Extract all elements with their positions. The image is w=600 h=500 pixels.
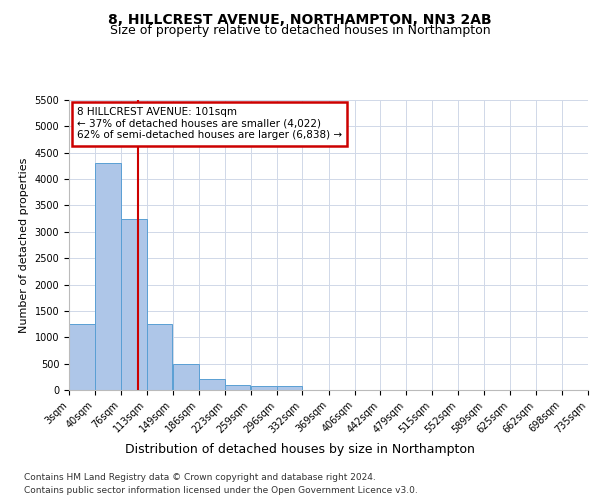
Text: Contains public sector information licensed under the Open Government Licence v3: Contains public sector information licen… xyxy=(24,486,418,495)
Bar xyxy=(121,218,147,390)
Bar xyxy=(225,384,250,390)
Bar xyxy=(251,386,277,390)
Bar xyxy=(173,364,199,390)
Text: 8 HILLCREST AVENUE: 101sqm
← 37% of detached houses are smaller (4,022)
62% of s: 8 HILLCREST AVENUE: 101sqm ← 37% of deta… xyxy=(77,108,342,140)
Text: Contains HM Land Registry data © Crown copyright and database right 2024.: Contains HM Land Registry data © Crown c… xyxy=(24,472,376,482)
Bar xyxy=(199,380,225,390)
Bar xyxy=(69,324,95,390)
Text: Size of property relative to detached houses in Northampton: Size of property relative to detached ho… xyxy=(110,24,490,37)
Bar xyxy=(277,386,302,390)
Y-axis label: Number of detached properties: Number of detached properties xyxy=(19,158,29,332)
Text: 8, HILLCREST AVENUE, NORTHAMPTON, NN3 2AB: 8, HILLCREST AVENUE, NORTHAMPTON, NN3 2A… xyxy=(108,12,492,26)
Bar xyxy=(147,324,172,390)
Bar xyxy=(95,164,121,390)
Text: Distribution of detached houses by size in Northampton: Distribution of detached houses by size … xyxy=(125,442,475,456)
